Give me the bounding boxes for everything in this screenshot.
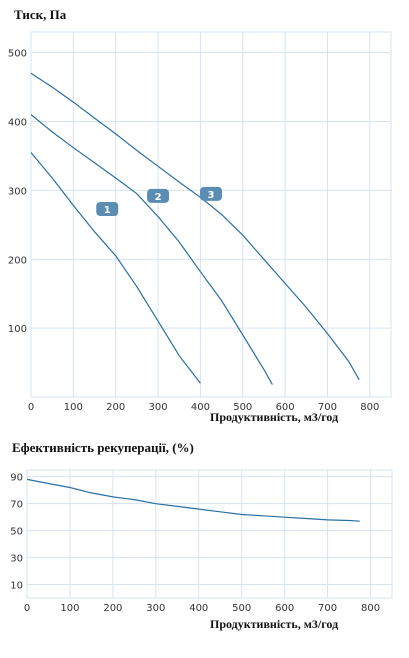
chart1-series-3-line — [30, 72, 360, 381]
chart1-xtick-label: 800 — [360, 402, 379, 413]
chart2-ytick-label: 30 — [10, 554, 23, 565]
chart1-xtick-label: 0 — [28, 402, 34, 413]
chart2-series-1-line — [26, 478, 360, 522]
chart1-ytick-label: 300 — [8, 186, 27, 197]
chart1-ytick-label: 100 — [8, 324, 27, 335]
chart2-xlabel: Продуктивність, м3/год — [210, 617, 339, 631]
chart1-series-2-badge — [147, 188, 170, 203]
chart1-frame — [30, 31, 392, 398]
chart2-ytick-label: 10 — [10, 581, 23, 592]
chart2-xtick-label: 600 — [275, 603, 294, 614]
chart1-series-1-badge — [96, 201, 119, 216]
chart1-title: Тиск, Па — [14, 7, 67, 22]
chart2-xtick-label: 500 — [232, 603, 251, 614]
chart1-series-1-badge-label: 1 — [104, 205, 111, 216]
chart1-series-2-badge-label: 2 — [155, 192, 162, 203]
chart1-series-1-line — [30, 152, 201, 384]
chart2-xtick-label: 300 — [146, 603, 165, 614]
chart1-ytick-label: 200 — [8, 255, 27, 266]
chart2-title: Ефективність рекуперації, (%) — [12, 440, 194, 455]
chart2-ytick-label: 90 — [10, 473, 23, 484]
chart2-xtick-label: 400 — [189, 603, 208, 614]
chart2-frame — [26, 469, 393, 599]
chart1-xtick-label: 600 — [276, 402, 295, 413]
chart1-ytick-label: 400 — [8, 118, 27, 129]
chart2-xtick-label: 100 — [60, 603, 79, 614]
chart2-xtick-label: 0 — [24, 603, 30, 614]
chart1-xtick-label: 700 — [318, 402, 337, 413]
chart1-xtick-label: 200 — [106, 402, 125, 413]
chart1-xtick-label: 500 — [233, 402, 252, 413]
chart2-xtick-label: 200 — [103, 603, 122, 614]
chart1-series-3-badge — [200, 186, 222, 201]
chart2-xtick-label: 700 — [318, 603, 337, 614]
chart2-ytick-label: 70 — [10, 500, 23, 511]
chart1-series-3-badge-label: 3 — [208, 190, 215, 201]
chart1-xtick-label: 100 — [64, 402, 83, 413]
chart1-xtick-label: 300 — [149, 402, 168, 413]
chart1-ytick-label: 500 — [8, 49, 27, 60]
chart1-xlabel: Продуктивність, м3/год — [210, 410, 339, 424]
chart1-xtick-label: 400 — [191, 402, 210, 413]
chart2-ytick-label: 50 — [10, 527, 23, 538]
chart1-series-2-line — [30, 114, 273, 385]
chart2-xtick-label: 800 — [361, 603, 380, 614]
